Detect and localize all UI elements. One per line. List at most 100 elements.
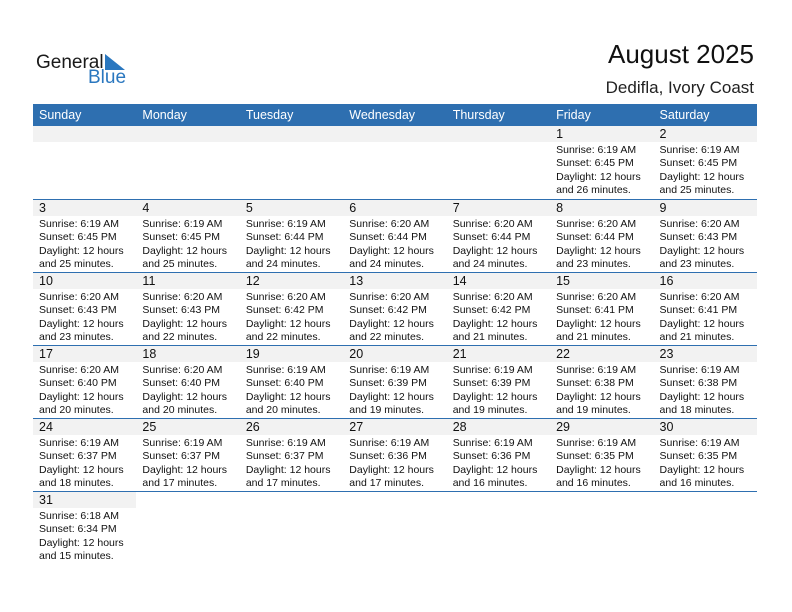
empty-cell — [343, 126, 447, 199]
daylight-text: and 24 minutes. — [245, 258, 321, 271]
day-number: 30 — [653, 419, 757, 435]
sunset-text: Sunset: 6:39 PM — [452, 377, 531, 390]
daylight-text: Daylight: 12 hours — [142, 244, 228, 257]
sunset-text: Sunset: 6:43 PM — [142, 304, 221, 317]
sunrise-text: Sunrise: 6:20 AM — [39, 364, 119, 376]
sunrise-text: Sunrise: 6:19 AM — [659, 144, 740, 156]
day-cell: 11 Sunrise: 6:20 AM Sunset: 6:43 PM Dayligh… — [136, 273, 240, 345]
weekday-friday: Friday — [556, 108, 591, 122]
daylight-text: and 15 minutes. — [39, 550, 114, 563]
sunrise-text: Sunrise: 6:20 AM — [142, 291, 223, 303]
day-details: Sunrise: 6:20 AM Sunset: 6:40 PM Daylight:… — [33, 362, 136, 418]
sunset-text: Sunset: 6:35 PM — [659, 450, 738, 463]
day-cell: 29 Sunrise: 6:19 AM Sunset: 6:35 PM Dayligh… — [550, 419, 654, 491]
sunrise-text: Sunrise: 6:19 AM — [39, 437, 119, 449]
day-number: 3 — [33, 200, 137, 216]
day-details: Sunrise: 6:20 AM Sunset: 6:44 PM Daylight:… — [343, 216, 446, 272]
daylight-text: and 24 minutes. — [452, 258, 528, 271]
week-row: 31 Sunrise: 6:18 AM Sunset: 6:34 PM Dayligh… — [33, 491, 757, 564]
daylight-text: and 23 minutes. — [39, 331, 114, 344]
day-number: 15 — [550, 273, 654, 289]
day-number: 29 — [550, 419, 654, 435]
week-row: 17 Sunrise: 6:20 AM Sunset: 6:40 PM Dayligh… — [33, 345, 757, 418]
daylight-text: Daylight: 12 hours — [39, 463, 124, 476]
day-cell: 19 Sunrise: 6:19 AM Sunset: 6:40 PM Dayligh… — [239, 346, 344, 418]
day-details: Sunrise: 6:19 AM Sunset: 6:36 PM Daylight:… — [447, 435, 550, 491]
sunset-text: Sunset: 6:43 PM — [659, 231, 738, 244]
sunset-text: Sunset: 6:42 PM — [452, 304, 531, 317]
daylight-text: Daylight: 12 hours — [659, 317, 745, 330]
day-number: 2 — [653, 126, 757, 142]
day-details: Sunrise: 6:20 AM Sunset: 6:41 PM Daylight:… — [654, 289, 757, 345]
logo-text-general: General — [36, 52, 104, 73]
day-number: 27 — [343, 419, 447, 435]
sunrise-text: Sunrise: 6:20 AM — [452, 291, 533, 303]
day-cell: 15 Sunrise: 6:20 AM Sunset: 6:41 PM Dayligh… — [550, 273, 654, 345]
daylight-text: and 22 minutes. — [349, 331, 424, 344]
daylight-text: and 19 minutes. — [349, 404, 424, 417]
sunset-text: Sunset: 6:36 PM — [452, 450, 531, 463]
sunrise-text: Sunrise: 6:19 AM — [142, 437, 223, 449]
sunset-text: Sunset: 6:40 PM — [39, 377, 117, 390]
sunrise-text: Sunrise: 6:20 AM — [556, 291, 637, 303]
day-details: Sunrise: 6:19 AM Sunset: 6:35 PM Daylight:… — [654, 435, 757, 491]
day-details: Sunrise: 6:19 AM Sunset: 6:45 PM Daylight:… — [654, 142, 757, 198]
empty-cell — [550, 492, 653, 564]
sunset-text: Sunset: 6:44 PM — [349, 231, 427, 244]
daylight-text: and 21 minutes. — [452, 331, 528, 344]
day-number: 1 — [550, 126, 654, 142]
sunset-text: Sunset: 6:41 PM — [556, 304, 634, 317]
sunrise-text: Sunrise: 6:20 AM — [556, 218, 637, 230]
weekday-wednesday: Wednesday — [349, 108, 416, 122]
day-details: Sunrise: 6:20 AM Sunset: 6:42 PM Daylight:… — [343, 289, 446, 345]
day-cell: 6 Sunrise: 6:20 AM Sunset: 6:44 PM Daylight… — [343, 200, 447, 272]
sunrise-text: Sunrise: 6:19 AM — [349, 437, 430, 449]
empty-cell — [654, 492, 757, 564]
day-details: Sunrise: 6:19 AM Sunset: 6:37 PM Daylight:… — [136, 435, 239, 491]
daylight-text: Daylight: 12 hours — [556, 390, 641, 403]
daylight-text: Daylight: 12 hours — [452, 463, 538, 476]
day-details: Sunrise: 6:19 AM Sunset: 6:38 PM Daylight:… — [654, 362, 757, 418]
logo-triangle-icon — [105, 54, 125, 70]
day-cell: 20 Sunrise: 6:19 AM Sunset: 6:39 PM Dayligh… — [343, 346, 447, 418]
sunset-text: Sunset: 6:43 PM — [39, 304, 117, 317]
day-number: 4 — [136, 200, 240, 216]
daylight-text: Daylight: 12 hours — [659, 390, 745, 403]
day-details: Sunrise: 6:19 AM Sunset: 6:40 PM Daylight:… — [240, 362, 343, 418]
day-details: Sunrise: 6:20 AM Sunset: 6:43 PM Daylight:… — [136, 289, 239, 345]
daylight-text: Daylight: 12 hours — [39, 536, 124, 549]
sunset-text: Sunset: 6:34 PM — [39, 523, 117, 536]
day-cell: 21 Sunrise: 6:19 AM Sunset: 6:39 PM Dayligh… — [446, 346, 551, 418]
daylight-text: Daylight: 12 hours — [556, 170, 641, 183]
empty-cell — [136, 492, 239, 564]
empty-cell — [447, 492, 550, 564]
day-number: 8 — [550, 200, 654, 216]
day-number: 26 — [239, 419, 344, 435]
sunset-text: Sunset: 6:39 PM — [349, 377, 427, 390]
daylight-text: and 22 minutes. — [245, 331, 321, 344]
sunrise-text: Sunrise: 6:19 AM — [556, 437, 637, 449]
day-details: Sunrise: 6:20 AM Sunset: 6:44 PM Daylight:… — [447, 216, 550, 272]
day-cell: 28 Sunrise: 6:19 AM Sunset: 6:36 PM Dayligh… — [446, 419, 551, 491]
day-details: Sunrise: 6:19 AM Sunset: 6:35 PM Daylight:… — [550, 435, 653, 491]
daylight-text: Daylight: 12 hours — [39, 317, 124, 330]
day-cell: 7 Sunrise: 6:20 AM Sunset: 6:44 PM Daylight… — [446, 200, 551, 272]
empty-cell — [240, 492, 343, 564]
day-cell: 30 Sunrise: 6:19 AM Sunset: 6:35 PM Dayligh… — [653, 419, 757, 491]
day-number: 9 — [653, 200, 757, 216]
day-number: 17 — [33, 346, 137, 362]
daylight-text: Daylight: 12 hours — [556, 463, 641, 476]
sunset-text: Sunset: 6:38 PM — [659, 377, 738, 390]
week-row: 3 Sunrise: 6:19 AM Sunset: 6:45 PM Daylight… — [33, 199, 757, 272]
day-cell: 4 Sunrise: 6:19 AM Sunset: 6:45 PM Daylight… — [136, 200, 240, 272]
daylight-text: Daylight: 12 hours — [245, 390, 331, 403]
day-details: Sunrise: 6:20 AM Sunset: 6:44 PM Daylight:… — [550, 216, 653, 272]
week-row: 10 Sunrise: 6:20 AM Sunset: 6:43 PM Dayligh… — [33, 272, 757, 345]
daylight-text: and 25 minutes. — [142, 258, 218, 271]
sunrise-text: Sunrise: 6:19 AM — [245, 364, 326, 376]
sunrise-text: Sunrise: 6:19 AM — [142, 218, 223, 230]
day-number: 13 — [343, 273, 447, 289]
daylight-text: and 24 minutes. — [349, 258, 424, 271]
day-cell: 17 Sunrise: 6:20 AM Sunset: 6:40 PM Dayligh… — [33, 346, 137, 418]
sunset-text: Sunset: 6:38 PM — [556, 377, 634, 390]
